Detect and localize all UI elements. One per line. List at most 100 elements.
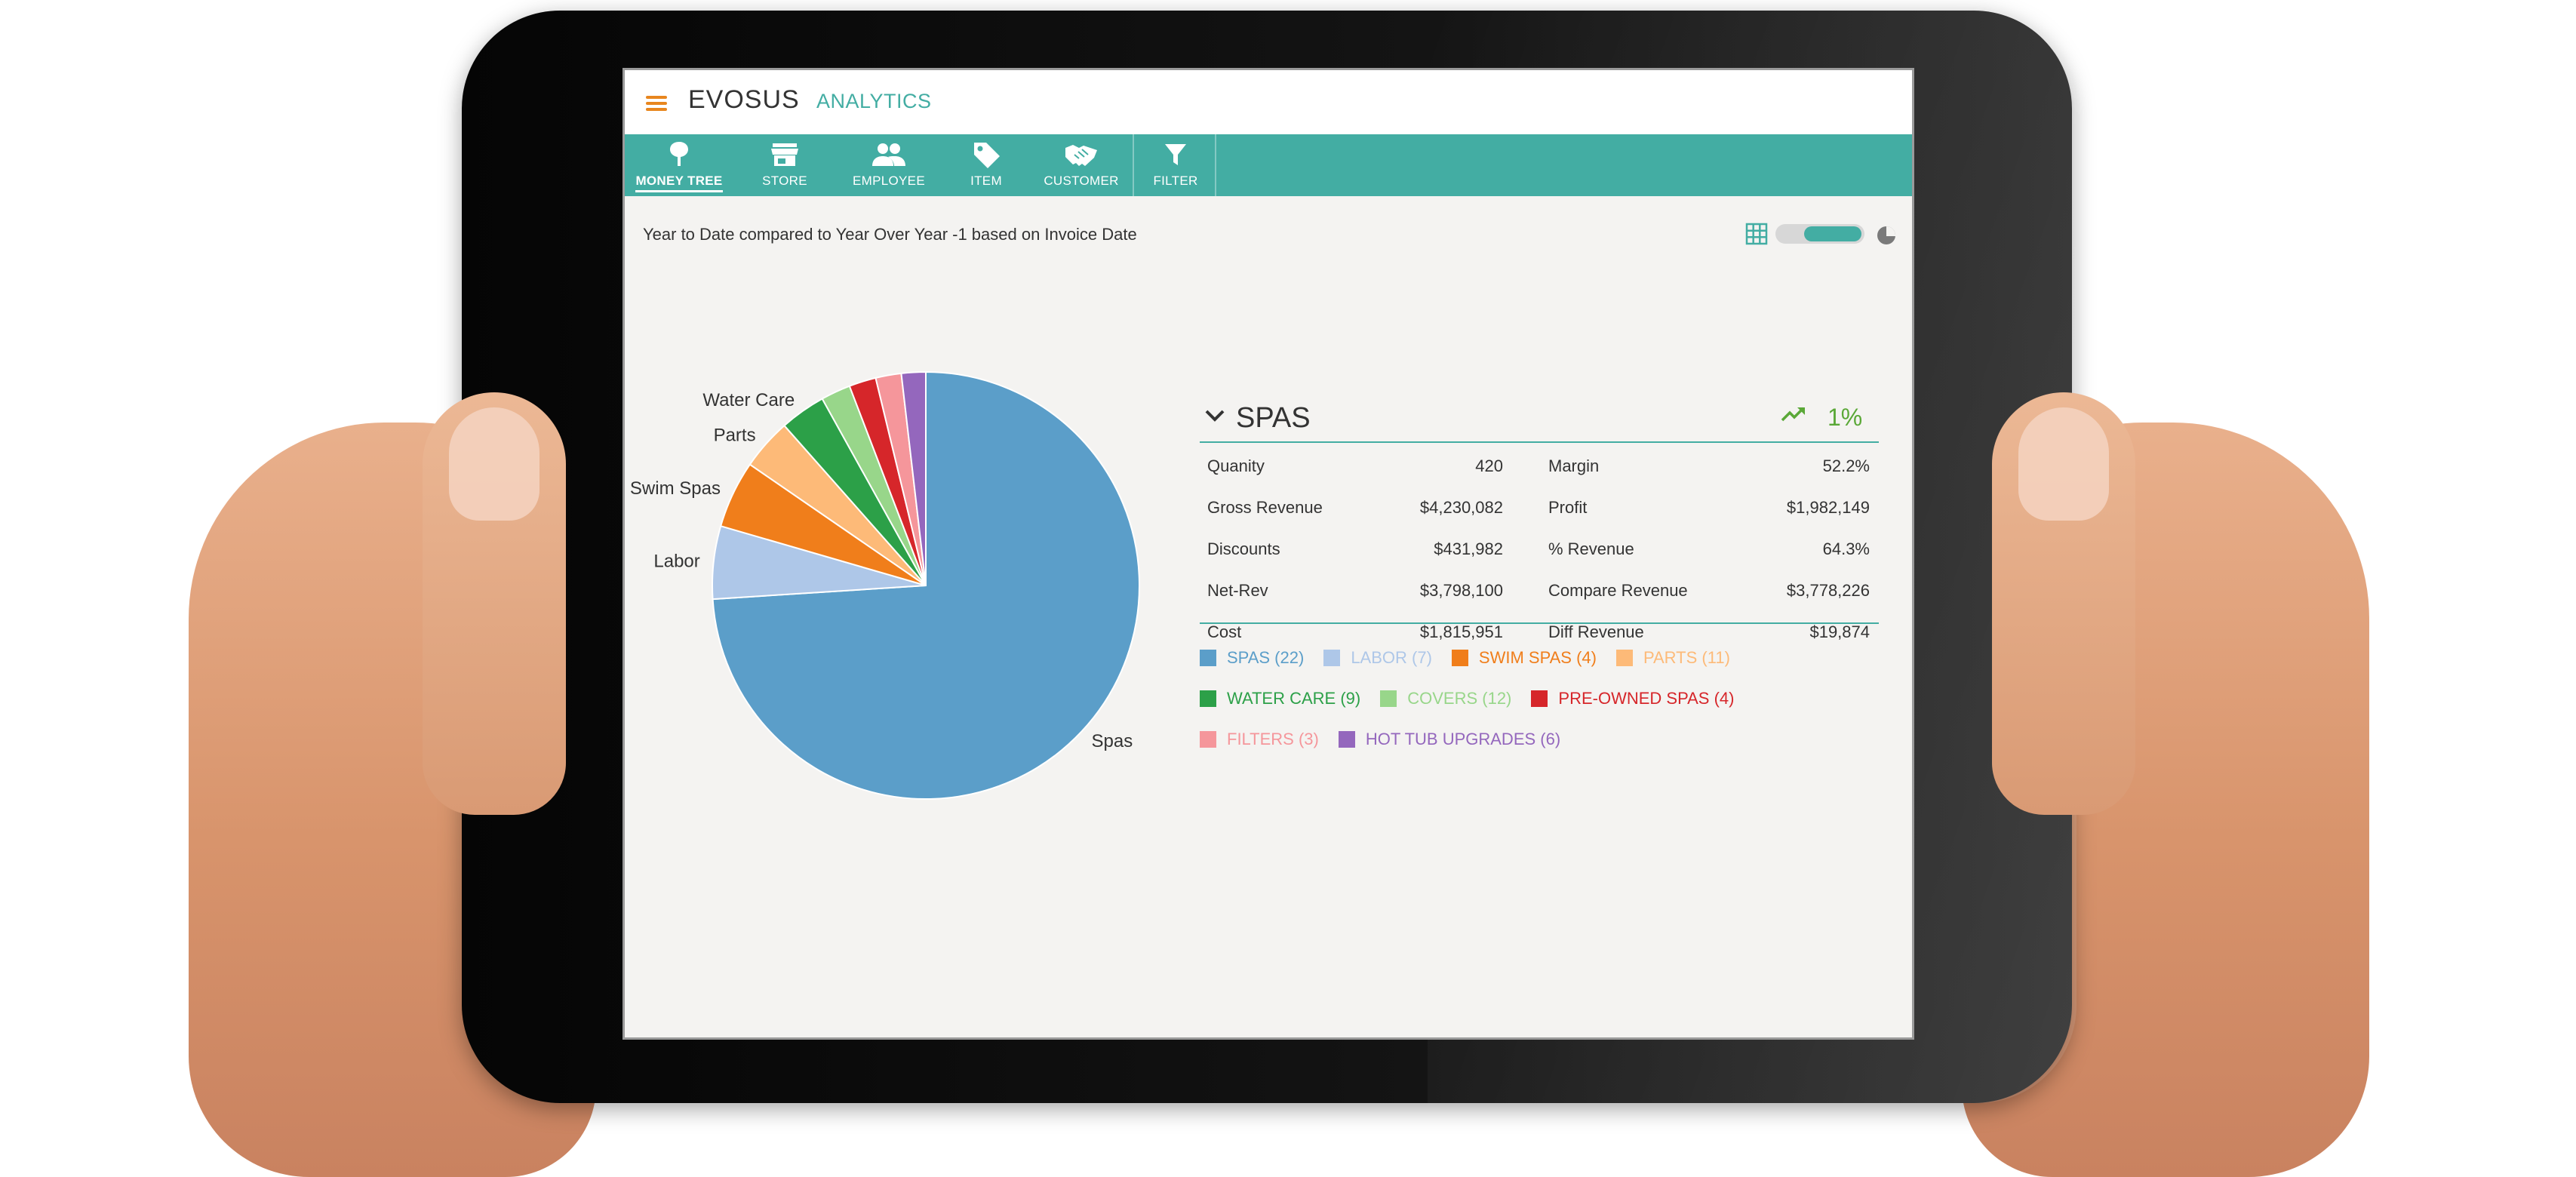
trending-up-icon [1781, 407, 1805, 422]
legend-item-pre-owned-spas[interactable]: PRE-OWNED SPAS (4) [1531, 689, 1734, 708]
legend-swatch [1200, 650, 1216, 666]
nav-tab-filter[interactable]: FILTER [1145, 134, 1206, 196]
legend-item-spas[interactable]: SPAS (22) [1200, 648, 1304, 668]
metric-row: Margin 52.2% [1548, 456, 1870, 487]
metric-row: % Revenue 64.3% [1548, 539, 1870, 570]
grid-view-icon[interactable] [1745, 223, 1768, 249]
nav-tab-money-tree[interactable]: MONEY TREE [634, 134, 724, 196]
legend-row: FILTERS (3) HOT TUB UPGRADES (6) [1200, 719, 1879, 760]
hamburger-menu-icon[interactable] [646, 96, 667, 111]
pie-label: Parts [714, 426, 756, 446]
metric-value: $3,778,226 [1786, 581, 1870, 600]
left-thumbnail [449, 407, 539, 521]
legend-item-hot-tub-upgrades[interactable]: HOT TUB UPGRADES (6) [1338, 730, 1561, 749]
nav-tab-customer[interactable]: CUSTOMER [1032, 134, 1130, 196]
metric-row: Cost $1,815,951 [1207, 622, 1503, 653]
legend-item-water-care[interactable]: WATER CARE (9) [1200, 689, 1360, 708]
metric-value: $431,982 [1434, 539, 1503, 558]
metric-value: $1,815,951 [1419, 622, 1503, 641]
store-icon [770, 140, 799, 169]
legend-item-labor[interactable]: LABOR (7) [1323, 648, 1432, 668]
pie-view-icon[interactable] [1876, 225, 1897, 250]
nav-label: CUSTOMER [1044, 174, 1119, 188]
metric-label: Profit [1548, 498, 1588, 517]
view-toggle[interactable] [1775, 224, 1864, 244]
metric-value: $1,982,149 [1786, 498, 1870, 517]
nav-tab-item[interactable]: ITEM [960, 134, 1013, 196]
metric-row: Gross Revenue $4,230,082 [1207, 498, 1503, 528]
trend-value: 1% [1827, 404, 1863, 431]
metric-label: Discounts [1207, 539, 1280, 558]
chart-legend: SPAS (22) LABOR (7) SWIM SPAS (4) PARTS … [1200, 624, 1879, 760]
right-thumbnail [2018, 407, 2109, 521]
pie-slices [712, 370, 1140, 800]
chevron-down-icon[interactable] [1204, 408, 1225, 423]
tag-icon [971, 140, 1001, 169]
main-nav: MONEY TREE STORE EMPLOYEE ITEM CUSTOMER [625, 134, 1912, 196]
legend-label: COVERS (12) [1407, 689, 1512, 708]
metric-label: Diff Revenue [1548, 622, 1644, 641]
metric-label: Margin [1548, 456, 1600, 475]
product-name: ANALYTICS [816, 90, 932, 112]
top-bar: EVOSUS ANALYTICS [625, 70, 1912, 134]
pie-slice-hot-tub-upgrades[interactable] [900, 370, 927, 586]
pie-labels: Spas Labor Swim Spas Parts Water Care [630, 390, 1133, 751]
brand-logo: EVOSUS [688, 85, 800, 115]
pie-label: Labor [653, 551, 699, 571]
tree-icon [666, 140, 693, 169]
metric-row: Compare Revenue $3,778,226 [1548, 581, 1870, 611]
detail-title: SPAS [1236, 402, 1311, 434]
legend-swatch [1200, 690, 1216, 707]
metric-label: Quanity [1207, 456, 1265, 475]
nav-divider [1133, 134, 1134, 196]
pie-label: Water Care [702, 390, 795, 410]
legend-label: PARTS (11) [1643, 648, 1730, 667]
report-subtitle: Year to Date compared to Year Over Year … [643, 225, 1137, 244]
legend-label: SWIM SPAS (4) [1478, 648, 1597, 667]
legend-label: FILTERS (3) [1227, 730, 1319, 748]
pie-label: Swim Spas [630, 478, 721, 499]
metric-row: Profit $1,982,149 [1548, 498, 1870, 528]
metric-value: $3,798,100 [1419, 581, 1503, 600]
legend-row: WATER CARE (9) COVERS (12) PRE-OWNED SPA… [1200, 678, 1879, 719]
view-toggle-knob [1804, 226, 1861, 241]
metric-value: $19,874 [1809, 622, 1870, 641]
detail-header[interactable]: SPAS 1% [1200, 395, 1879, 443]
legend-item-swim-spas[interactable]: SWIM SPAS (4) [1451, 648, 1597, 668]
detail-panel: SPAS 1% Quanity 420 Gross Revenue $4,230,0… [1200, 395, 1879, 760]
legend-item-covers[interactable]: COVERS (12) [1380, 689, 1511, 708]
nav-label: FILTER [1153, 174, 1198, 188]
legend-swatch [1338, 731, 1355, 748]
pie-label: Spas [1092, 731, 1133, 751]
metric-label: Compare Revenue [1548, 581, 1688, 600]
nav-label: STORE [762, 174, 807, 188]
nav-divider [1215, 134, 1216, 196]
nav-tab-employee[interactable]: EMPLOYEE [844, 134, 934, 196]
legend-item-filters[interactable]: FILTERS (3) [1200, 730, 1319, 749]
nav-label: ITEM [970, 174, 1002, 188]
nav-tab-store[interactable]: STORE [755, 134, 815, 196]
metric-value: 52.2% [1822, 456, 1870, 475]
nav-label: MONEY TREE [635, 174, 723, 192]
metric-label: Cost [1207, 622, 1242, 641]
legend-swatch [1200, 731, 1216, 748]
pie-chart: Spas Labor Swim Spas Parts Water Care [630, 370, 1140, 800]
metric-label: Gross Revenue [1207, 498, 1323, 517]
legend-label: PRE-OWNED SPAS (4) [1558, 689, 1735, 708]
legend-swatch [1531, 690, 1548, 707]
metric-row: Quanity 420 [1207, 456, 1503, 487]
legend-swatch [1615, 650, 1633, 666]
legend-label: LABOR (7) [1351, 648, 1432, 667]
metrics-table: Quanity 420 Gross Revenue $4,230,082 Disco… [1200, 443, 1879, 641]
legend-label: HOT TUB UPGRADES (6) [1365, 730, 1561, 748]
metric-value: $4,230,082 [1419, 498, 1503, 517]
legend-swatch [1451, 650, 1468, 666]
app-screen: EVOSUS ANALYTICS MONEY TREE STORE EMPLOY… [622, 68, 1914, 1040]
legend-row: SPAS (22) LABOR (7) SWIM SPAS (4) PARTS … [1200, 638, 1879, 678]
legend-label: SPAS (22) [1227, 648, 1305, 667]
legend-swatch [1323, 650, 1341, 666]
brand-text: EVOSUS [688, 85, 800, 114]
metric-row: Diff Revenue $19,874 [1548, 622, 1870, 653]
metric-value: 420 [1475, 456, 1503, 475]
legend-item-parts[interactable]: PARTS (11) [1615, 648, 1730, 668]
